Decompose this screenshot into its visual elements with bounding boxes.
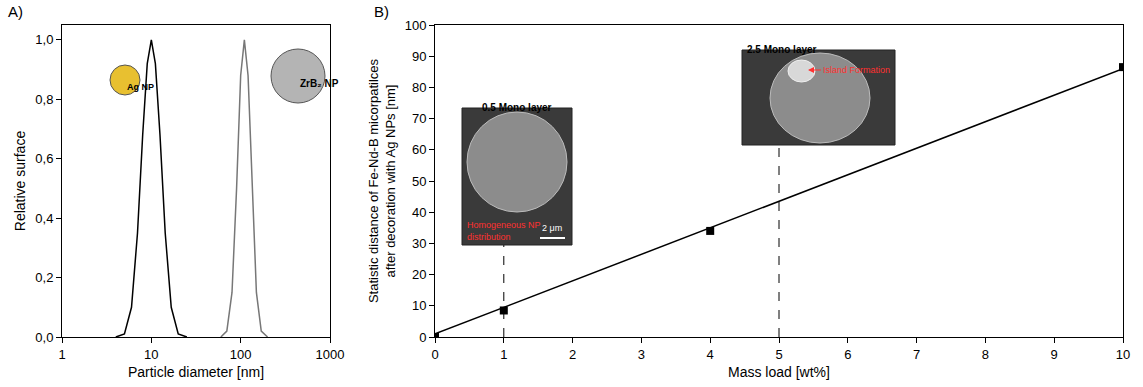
svg-text:60: 60 [412,142,426,157]
svg-text:20: 20 [412,267,426,282]
svg-text:Mass load [wt%]: Mass load [wt%] [728,364,830,380]
svg-text:0.5 Mono layer: 0.5 Mono layer [482,102,552,113]
svg-text:100: 100 [405,18,427,33]
svg-text:10: 10 [144,347,158,362]
svg-text:8: 8 [982,347,989,362]
svg-text:80: 80 [412,80,426,95]
svg-text:Particle diameter [nm]: Particle diameter [nm] [128,364,264,380]
svg-text:1,0: 1,0 [35,32,53,47]
svg-text:Statistic distance of Fe-Nd-B: Statistic distance of Fe-Nd-B micorpatil… [366,58,398,303]
svg-text:0,8: 0,8 [35,92,53,107]
svg-text:B): B) [374,3,389,20]
svg-text:30: 30 [412,236,426,251]
svg-text:0,0: 0,0 [35,330,53,345]
svg-text:50: 50 [412,174,426,189]
svg-text:1: 1 [500,347,507,362]
svg-text:Island Formation: Island Formation [823,65,890,75]
svg-text:1000: 1000 [316,347,345,362]
svg-text:2 μm: 2 μm [542,223,562,233]
svg-text:2: 2 [569,347,576,362]
svg-text:Ag NP: Ag NP [127,82,154,92]
svg-text:2.5 Mono layer: 2.5 Mono layer [747,44,817,55]
svg-text:3: 3 [638,347,645,362]
svg-text:0,2: 0,2 [35,270,53,285]
svg-text:90: 90 [412,49,426,64]
svg-text:A): A) [8,3,23,20]
svg-text:100: 100 [230,347,252,362]
svg-text:Relative surface: Relative surface [12,131,28,232]
svg-text:40: 40 [412,205,426,220]
svg-text:ZrB₂ NP: ZrB₂ NP [300,78,339,89]
svg-text:0: 0 [431,347,438,362]
svg-text:0,6: 0,6 [35,151,53,166]
svg-text:7: 7 [913,347,920,362]
svg-text:9: 9 [1051,347,1058,362]
svg-text:0,4: 0,4 [35,211,53,226]
svg-text:10: 10 [412,298,426,313]
svg-text:0: 0 [419,330,426,345]
svg-text:5: 5 [775,347,782,362]
svg-text:4: 4 [707,347,714,362]
svg-text:70: 70 [412,111,426,126]
svg-text:6: 6 [844,347,851,362]
svg-text:1: 1 [58,347,65,362]
svg-text:Homogeneous NPdistribution: Homogeneous NPdistribution [467,220,541,242]
svg-text:10: 10 [1116,347,1130,362]
